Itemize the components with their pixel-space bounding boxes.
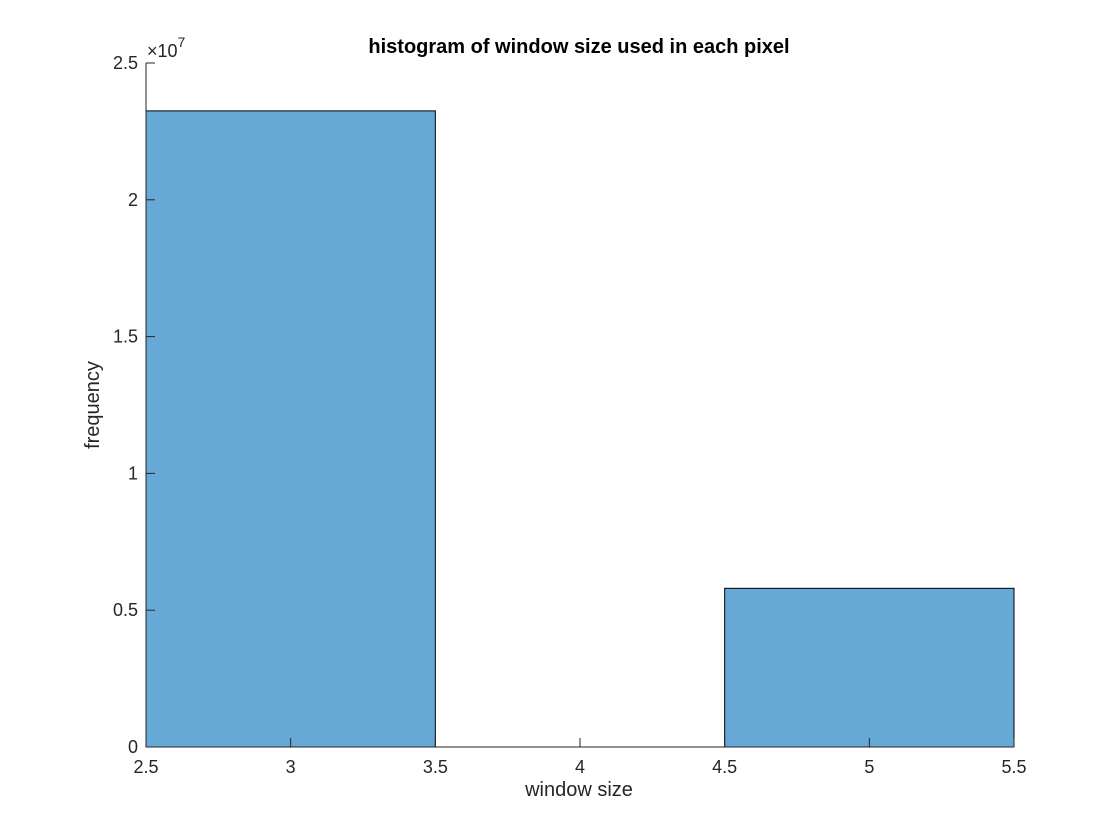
y-tick-label: 0.5 bbox=[113, 600, 138, 620]
x-axis-label: window size bbox=[524, 779, 633, 801]
chart-title: histogram of window size used in each pi… bbox=[368, 36, 789, 58]
histogram-bar-2 bbox=[724, 587, 1015, 748]
y-axis-label: frequency bbox=[82, 361, 104, 449]
y-tick-label: 2 bbox=[128, 190, 138, 210]
y-exponent-base: ×10 bbox=[147, 41, 178, 61]
y-tick-label: 1 bbox=[128, 463, 138, 483]
x-tick-label: 2.5 bbox=[133, 757, 158, 777]
x-tick-label: 3.5 bbox=[423, 757, 448, 777]
y-tick-label: 1.5 bbox=[113, 327, 138, 347]
ticks-layer: 2.5 3 3.5 4 4.5 5 5.5 0 0.5 1 1.5 2 2.5 bbox=[113, 53, 1027, 777]
x-tick-label: 5.5 bbox=[1001, 757, 1026, 777]
x-tick-label: 4 bbox=[575, 757, 585, 777]
y-tick-label: 2.5 bbox=[113, 53, 138, 73]
y-tick-label: 0 bbox=[128, 737, 138, 757]
bars-layer bbox=[145, 110, 1015, 748]
histogram-bar-0 bbox=[145, 110, 436, 748]
y-exponent-power: 7 bbox=[178, 34, 186, 50]
x-tick-label: 5 bbox=[864, 757, 874, 777]
x-tick-label: 3 bbox=[286, 757, 296, 777]
x-tick-label: 4.5 bbox=[712, 757, 737, 777]
y-axis-exponent: ×107 bbox=[147, 34, 186, 61]
